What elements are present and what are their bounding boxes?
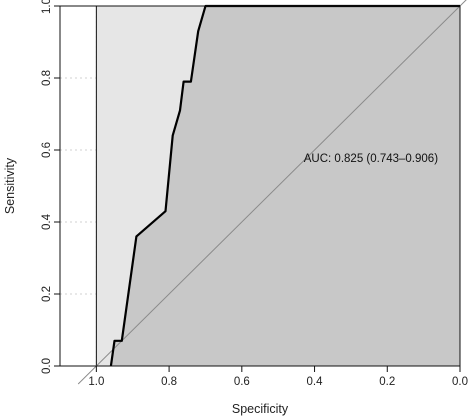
roc-curve <box>109 4 460 367</box>
x-tick-label: 0.8 <box>161 376 177 388</box>
plot-frame <box>59 5 461 367</box>
x-axis: 1.0 0.8 0.6 0.4 0.2 0.0 <box>88 366 468 388</box>
y-tick-label: 0.2 <box>41 286 53 302</box>
x-tick-label: 1.0 <box>88 376 104 388</box>
y-tick-label: 1.0 <box>41 0 53 14</box>
auc-annotation: AUC: 0.825 (0.743–0.906) <box>304 153 438 165</box>
y-tick-label: 0.4 <box>41 213 53 230</box>
y-axis-title: Sensitivity <box>3 157 17 214</box>
x-tick-label: 0.2 <box>379 376 395 388</box>
y-tick-label: 0.8 <box>41 70 53 86</box>
x-axis-title: Specificity <box>232 402 289 416</box>
x-tick-label: 0.4 <box>307 376 324 388</box>
x-tick-label: 0.0 <box>452 376 468 388</box>
y-tick-label: 0.0 <box>41 358 53 374</box>
reference-diagonal <box>77 0 467 385</box>
y-axis: 0.0 0.2 0.4 0.6 0.8 1.0 <box>41 0 60 374</box>
x-tick-label: 0.6 <box>234 376 250 388</box>
y-tick-label: 0.6 <box>41 142 53 158</box>
roc-curve-group <box>109 4 460 367</box>
